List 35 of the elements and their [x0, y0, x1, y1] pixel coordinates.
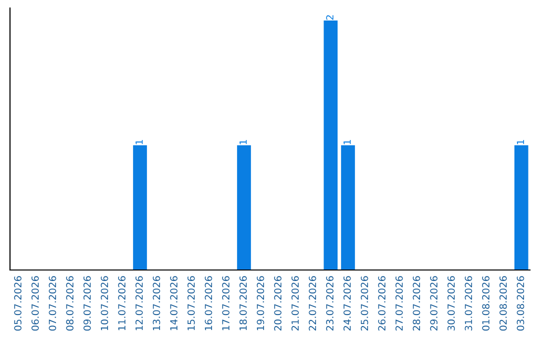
x-tick-label: 11.07.2026: [118, 276, 126, 330]
x-tick-label: 24.07.2026: [343, 276, 351, 331]
x-tick-label: 18.07.2026: [239, 276, 247, 330]
x-tick-label: 26.07.2026: [378, 276, 386, 331]
x-tick-label: 19.07.2026: [256, 276, 264, 330]
x-tick-label: 21.07.2026: [291, 276, 299, 331]
x-tick-label: 08.07.2026: [66, 276, 74, 331]
x-tick-label: 29.07.2026: [430, 276, 438, 331]
x-tick-label: 10.07.2026: [100, 276, 108, 330]
x-tick-label: 01.08.2026: [482, 276, 490, 331]
x-tick-label: 07.07.2026: [48, 276, 56, 331]
x-tick-label: 28.07.2026: [412, 276, 420, 331]
x-tick-label: 06.07.2026: [31, 276, 39, 331]
data-label: 2: [326, 15, 334, 20]
x-tick-label: 23.07.2026: [326, 276, 334, 331]
x-tick-label: 09.07.2026: [83, 276, 91, 331]
x-tick-label: 05.07.2026: [14, 276, 22, 331]
x-tick-label: 30.07.2026: [447, 276, 455, 330]
x-tick-label: 15.07.2026: [187, 276, 195, 330]
data-label: 1: [344, 140, 351, 144]
x-tick-label: 17.07.2026: [222, 276, 230, 330]
data-label: 1: [516, 140, 524, 144]
x-tick-label: 14.07.2026: [170, 276, 178, 330]
x-tick-label: 22.07.2026: [308, 276, 316, 331]
x-tick-label: 25.07.2026: [360, 276, 368, 331]
x-tick-label: 02.08.2026: [499, 276, 507, 331]
x-tick-label: 03.08.2026: [516, 276, 524, 331]
x-tick-label: 27.07.2026: [395, 276, 403, 331]
data-label: 1: [240, 140, 247, 144]
data-label: 1: [136, 140, 143, 144]
x-tick-label: 13.07.2026: [152, 276, 160, 330]
x-tick-label: 31.07.2026: [464, 276, 472, 330]
x-tick-label: 16.07.2026: [204, 276, 212, 330]
x-tick-label: 12.07.2026: [135, 276, 143, 330]
x-tick-label: 20.07.2026: [274, 276, 282, 331]
